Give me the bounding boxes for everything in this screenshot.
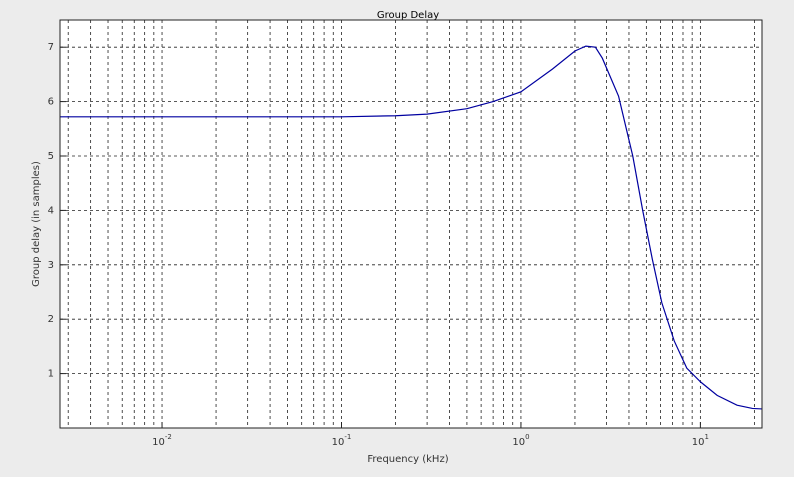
x-tick-exponent: -2	[165, 433, 172, 441]
x-tick-exponent: -1	[344, 433, 351, 441]
x-tick-base: 10	[332, 437, 345, 448]
plot-area	[60, 20, 762, 428]
y-axis-label: Group delay (in samples)	[31, 161, 42, 287]
x-tick-label: 10-1	[332, 433, 352, 448]
x-tick-exponent: 0	[525, 433, 529, 441]
y-tick-label: 4	[48, 205, 54, 216]
y-tick-label: 5	[48, 151, 54, 162]
x-tick-label: 100	[512, 433, 529, 448]
data-line	[60, 45, 763, 410]
x-tick-label: 10-2	[152, 433, 172, 448]
x-tick-base: 10	[152, 437, 165, 448]
x-tick-base: 10	[692, 437, 705, 448]
y-tick-label: 2	[48, 314, 54, 325]
y-tick-label: 1	[48, 369, 54, 380]
x-tick-base: 10	[512, 437, 525, 448]
x-tick-exponent: 1	[705, 433, 709, 441]
x-tick-label: 101	[692, 433, 709, 448]
chart-title: Group Delay	[377, 10, 439, 21]
axes-box	[59, 19, 763, 429]
y-tick-label: 3	[48, 260, 54, 271]
y-tick-label: 7	[48, 42, 54, 53]
x-axis-label: Frequency (kHz)	[367, 454, 448, 465]
y-tick-label: 6	[48, 97, 54, 108]
